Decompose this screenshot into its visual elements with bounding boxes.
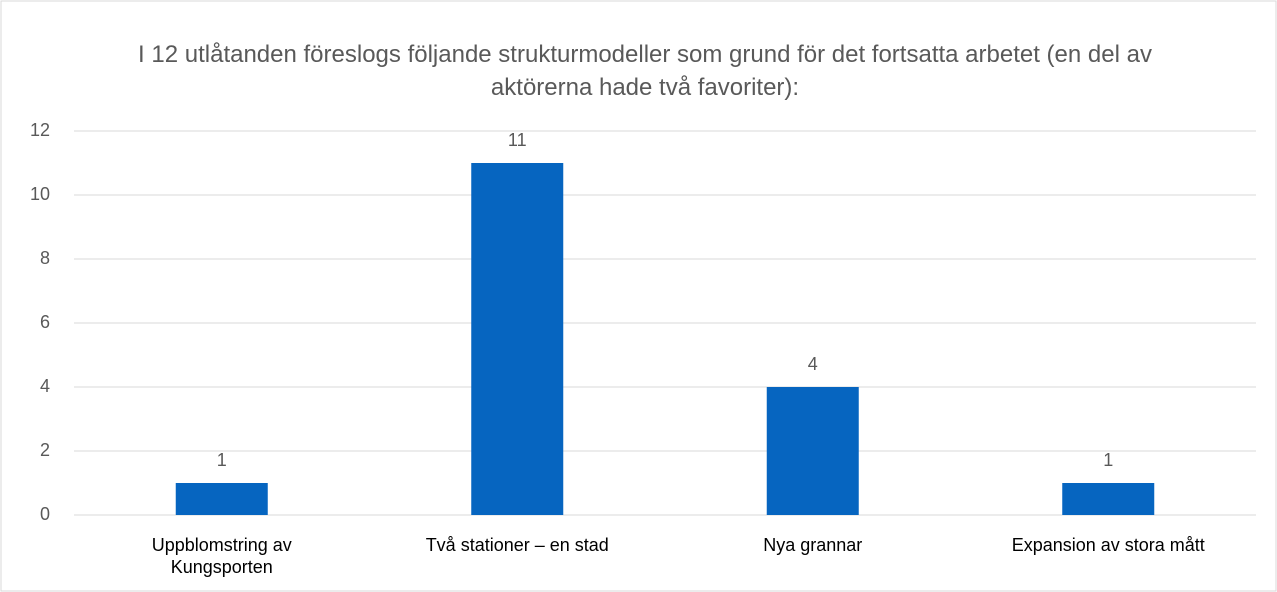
x-tick-label: Expansion av stora mått: [1011, 535, 1205, 555]
y-tick-label: 10: [30, 184, 50, 204]
data-label: 11: [508, 130, 527, 150]
data-label: 1: [217, 450, 227, 470]
bar: [471, 163, 564, 515]
y-tick-label: 4: [40, 376, 50, 396]
data-label: 4: [808, 354, 818, 374]
bar: [766, 387, 859, 515]
y-tick-label: 12: [30, 120, 50, 140]
chart-title: I 12 utlåtanden föreslogs följande struk…: [138, 41, 1152, 101]
x-tick-label: Nya grannar: [763, 535, 863, 555]
y-tick-label: 0: [40, 504, 50, 524]
data-label: 1: [1103, 450, 1113, 470]
bar: [1062, 483, 1155, 515]
x-tick-label: Två stationer – en stad: [425, 535, 609, 555]
x-tick-label: Uppblomstring av Kungsporten: [151, 535, 292, 577]
y-tick-label: 6: [40, 312, 50, 332]
y-tick-label: 8: [40, 248, 50, 268]
y-tick-label: 2: [40, 440, 50, 460]
bar: [175, 483, 268, 515]
